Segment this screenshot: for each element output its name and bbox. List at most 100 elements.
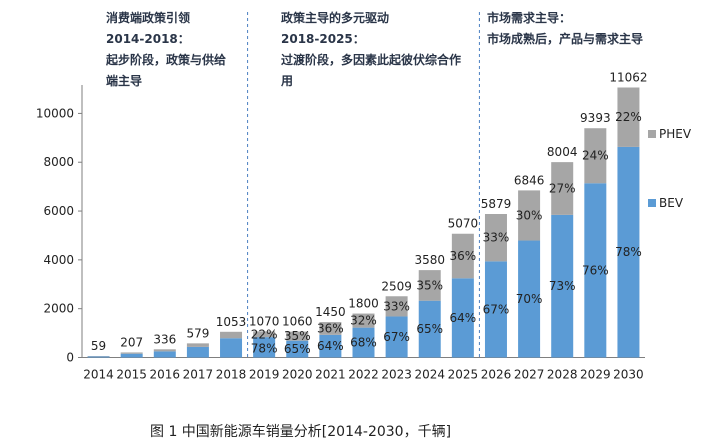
legend-swatch-phev <box>648 130 656 138</box>
bev-share-label: 64% <box>450 311 477 325</box>
bev-share-label: 70% <box>516 292 543 306</box>
phase-text-line: 消费端政策引领 <box>106 10 190 25</box>
phase-text-line: 2018-2025： <box>281 32 365 46</box>
figure-caption: 图 1 中国新能源车销量分析[2014-2030，千辆] <box>150 423 451 440</box>
x-tick-label: 2029 <box>580 368 611 382</box>
y-tick-label: 10000 <box>36 106 74 120</box>
phev-share-label: 33% <box>383 299 410 313</box>
phev-share-label: 33% <box>483 231 510 245</box>
bar-bev <box>617 146 640 358</box>
bars <box>87 87 640 358</box>
bar-phev <box>153 349 176 352</box>
x-tick-label: 2017 <box>183 368 214 382</box>
total-label: 579 <box>186 326 209 340</box>
bar-bev <box>87 356 110 358</box>
bar-phev <box>451 233 474 279</box>
bev-share-label: 65% <box>284 342 311 356</box>
x-axis: 2014 2015 2016 2017 2018 2019 2020 2021 2022 2023… <box>83 368 643 382</box>
total-label: 1053 <box>216 315 247 329</box>
bar-bev <box>253 337 276 358</box>
bar-bev <box>385 316 408 358</box>
bev-share-label: 64% <box>317 339 344 353</box>
x-tick-label: 2024 <box>414 368 445 382</box>
total-label: 1060 <box>282 315 313 329</box>
x-tick-label: 2027 <box>514 368 545 382</box>
phev-share-label: 32% <box>350 314 377 328</box>
bar-phev <box>518 190 541 241</box>
bar-bev <box>451 278 474 358</box>
bar-bev <box>186 346 209 358</box>
bar-bev <box>286 340 309 358</box>
phase-text-line: 过渡阶段，多因素此起彼伏综合作 <box>281 52 461 67</box>
bar-bev <box>120 353 143 358</box>
phase-text-line: 市场成熟后，产品与需求主导 <box>487 31 643 46</box>
y-tick-label: 2000 <box>43 302 74 316</box>
y-tick-label: 0 <box>66 351 74 365</box>
legend-label-phev: PHEV <box>659 127 692 141</box>
bar-phev <box>617 87 640 147</box>
phase-text-line: 市场需求主导： <box>487 10 571 25</box>
total-label: 5879 <box>481 197 512 211</box>
x-tick-label: 2022 <box>348 368 379 382</box>
x-tick-label: 2020 <box>282 368 313 382</box>
bar-bev <box>220 338 243 358</box>
phase-text-line: 2014-2018： <box>106 32 190 46</box>
legend-label-bev: BEV <box>659 196 684 210</box>
total-label: 1070 <box>249 314 280 328</box>
total-label: 8004 <box>547 145 578 159</box>
phase-text-line: 端主导 <box>106 73 142 88</box>
y-axis: 0 2000 4000 6000 8000 10000 <box>36 85 645 365</box>
bar-phev <box>286 331 309 341</box>
bev-share-label: 68% <box>350 336 377 350</box>
bev-share-label: 67% <box>483 302 510 316</box>
bar-bev <box>484 261 507 358</box>
bev-share-label: 78% <box>615 245 642 259</box>
x-tick-label: 2016 <box>150 368 181 382</box>
x-tick-label: 2030 <box>613 368 644 382</box>
phev-share-label: 35% <box>284 329 311 343</box>
x-tick-label: 2014 <box>83 368 114 382</box>
phev-share-label: 30% <box>516 208 543 222</box>
legend: PHEV BEV <box>648 127 692 210</box>
bar-phev <box>352 313 375 328</box>
phev-share-label: 24% <box>582 149 609 163</box>
bar-phev <box>385 296 408 317</box>
phase-text-line: 用 <box>280 74 293 88</box>
phev-share-label: 36% <box>317 321 344 335</box>
phev-share-label: 22% <box>251 327 278 341</box>
bev-share-label: 76% <box>582 263 609 277</box>
x-tick-label: 2015 <box>116 368 147 382</box>
total-label: 1450 <box>315 305 346 319</box>
x-tick-label: 2025 <box>448 368 479 382</box>
phase-text-line: 政策主导的多元驱动 <box>281 10 389 25</box>
bar-phev <box>186 343 209 347</box>
bar-bev <box>551 214 574 358</box>
y-tick-label: 4000 <box>43 253 74 267</box>
total-label: 207 <box>120 335 143 349</box>
bar-bev <box>153 351 176 358</box>
bar-bev <box>319 334 342 358</box>
total-label: 3580 <box>414 253 445 267</box>
x-tick-label: 2019 <box>249 368 280 382</box>
y-tick-label: 6000 <box>43 204 74 218</box>
total-label: 11062 <box>609 70 647 84</box>
phase-text-line: 起步阶段，政策与供给 <box>105 52 226 67</box>
total-label: 59 <box>91 339 106 353</box>
y-tick-label: 8000 <box>43 155 74 169</box>
phev-share-label: 22% <box>615 110 642 124</box>
phev-share-label: 36% <box>450 249 477 263</box>
bar-phev <box>120 352 143 354</box>
total-label: 2509 <box>381 279 412 293</box>
bev-share-label: 65% <box>416 322 443 336</box>
bar-phev <box>551 162 574 215</box>
x-tick-label: 2026 <box>481 368 512 382</box>
phev-share-label: 35% <box>416 278 443 292</box>
bar-phev <box>484 213 507 262</box>
total-label: 5070 <box>448 217 479 231</box>
legend-swatch-bev <box>648 199 656 207</box>
bar-phev <box>253 331 276 338</box>
bar-bev <box>584 183 607 358</box>
